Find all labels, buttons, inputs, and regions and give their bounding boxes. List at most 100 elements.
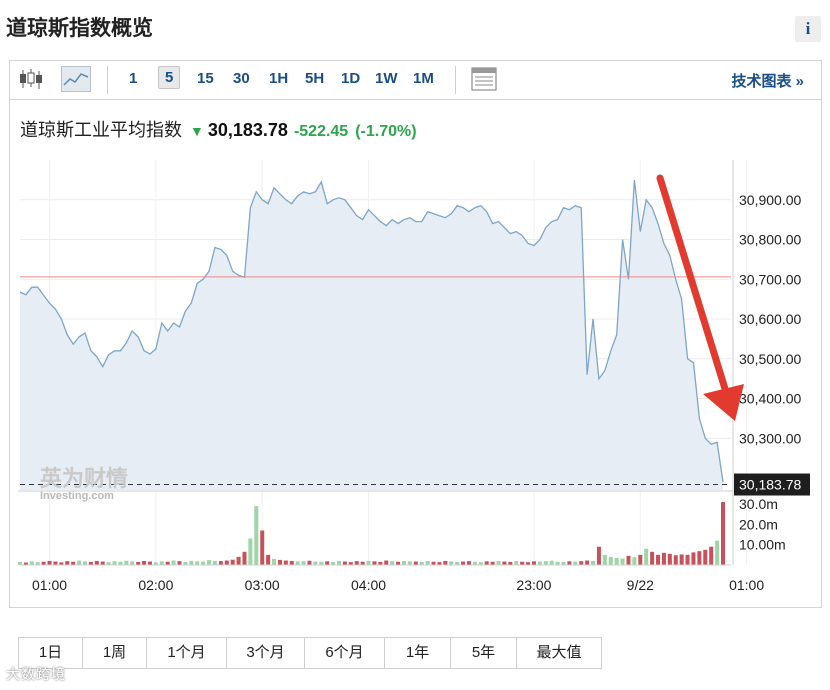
volume-bar	[407, 561, 412, 565]
volume-bar	[230, 559, 235, 565]
volume-bar	[650, 551, 655, 565]
volume-bar	[94, 560, 99, 565]
volume-bar	[183, 561, 188, 565]
x-tick-label: 04:00	[351, 577, 386, 593]
volume-bar	[71, 561, 76, 565]
volume-bar	[431, 561, 436, 565]
volume-bar	[266, 554, 271, 565]
range-button[interactable]: 1个月	[147, 638, 227, 668]
volume-bar	[77, 560, 82, 565]
volume-bar	[207, 560, 212, 565]
volume-bar	[561, 561, 566, 565]
volume-bar	[201, 561, 206, 565]
volume-bar	[614, 557, 619, 565]
volume-bar	[118, 561, 123, 565]
volume-bar	[65, 561, 70, 565]
interval-15[interactable]: 15	[197, 70, 214, 87]
y-tick-label: 30,300.00	[739, 430, 801, 446]
interval-5h[interactable]: 5H	[305, 70, 325, 87]
chart-toolbar: 1 5 15 30 1H 5H 1D 1W 1M 技术图表 »	[9, 60, 822, 100]
volume-bar	[348, 562, 353, 565]
price-change-pct: (-1.70%)	[355, 123, 417, 140]
range-button[interactable]: 1周	[83, 638, 147, 668]
volume-bar	[715, 540, 720, 565]
volume-bar	[443, 560, 448, 565]
volume-bar	[608, 556, 613, 565]
volume-bar	[319, 561, 324, 565]
volume-bar	[112, 561, 117, 565]
volume-bar	[272, 558, 277, 565]
volume-tick-label: 10.00m	[739, 537, 786, 553]
interval-1[interactable]: 1	[129, 70, 138, 87]
volume-bar	[218, 561, 223, 565]
volume-bar	[466, 561, 471, 565]
range-button[interactable]: 1年	[385, 638, 451, 668]
volume-bar	[449, 561, 454, 565]
volume-bar	[496, 560, 501, 565]
last-price-tag-label: 30,183.78	[739, 477, 801, 493]
range-button[interactable]: 5年	[451, 638, 517, 668]
volume-bar	[254, 506, 259, 565]
range-button[interactable]: 6个月	[305, 638, 385, 668]
volume-bar	[461, 561, 466, 565]
volume-bar	[236, 556, 241, 565]
volume-bar	[419, 561, 424, 565]
volume-bar	[396, 561, 401, 565]
x-tick-label: 23:00	[516, 577, 551, 593]
range-button[interactable]: 最大值	[536, 644, 582, 661]
volume-bar	[543, 561, 548, 565]
volume-bar	[484, 561, 489, 565]
volume-bar	[124, 560, 129, 565]
price-chart[interactable]: 30,900.00 30,800.00 30,700.00 30,600.00 30,5…	[0, 0, 830, 610]
volume-bar	[478, 562, 483, 565]
y-tick-label: 30,800.00	[739, 232, 801, 248]
interval-1m[interactable]: 1M	[413, 70, 434, 87]
volume-bar	[177, 561, 182, 565]
volume-bar	[685, 554, 690, 565]
x-tick-label: 01:00	[32, 577, 67, 593]
volume-bar	[691, 552, 696, 565]
volume-tick-label: 30.0m	[739, 496, 778, 512]
tech-chart-link[interactable]: 技术图表 »	[731, 73, 804, 90]
volume-bar	[644, 548, 649, 565]
volume-bar	[472, 561, 477, 565]
info-icon[interactable]: i	[795, 16, 821, 42]
volume-bar	[579, 561, 584, 565]
y-tick-label: 30,900.00	[739, 192, 801, 208]
interval-1w[interactable]: 1W	[375, 70, 398, 87]
volume-bar	[29, 561, 34, 565]
volume-bar	[147, 561, 152, 565]
volume-bar	[703, 549, 708, 565]
volume-bar	[709, 546, 714, 565]
interval-1h[interactable]: 1H	[269, 70, 289, 87]
volume-bar	[106, 562, 111, 565]
interval-1d[interactable]: 1D	[341, 70, 361, 87]
volume-bar	[697, 551, 702, 565]
volume-bar	[283, 560, 288, 565]
volume-bar	[23, 562, 28, 565]
area-chart-icon[interactable]	[61, 66, 91, 92]
volume-bar	[514, 561, 519, 565]
range-button[interactable]: 1日	[19, 638, 83, 668]
volume-bar	[337, 560, 342, 565]
volume-bar	[573, 561, 578, 565]
interval-5[interactable]: 5	[158, 66, 181, 89]
volume-bar	[567, 561, 572, 565]
volume-bar	[549, 560, 554, 565]
volume-bar	[591, 560, 596, 565]
volume-bar	[673, 555, 678, 565]
volume-bar	[260, 530, 265, 565]
range-selector: 1日 1周 1个月 3个月 6个月 1年 5年 最大值	[18, 637, 602, 669]
volume-bar	[100, 561, 105, 565]
investing-watermark: 英为财情 Investing.com	[40, 466, 128, 502]
range-button[interactable]: 3个月	[227, 638, 305, 668]
interval-30[interactable]: 30	[233, 70, 250, 87]
candlestick-icon[interactable]	[17, 66, 45, 92]
volume-bar	[366, 560, 371, 565]
chart-frame	[9, 60, 822, 608]
volume-bar	[555, 561, 560, 565]
quote-line: 道琼斯工业平均指数 ▼ 30,183.78 -522.45 (-1.70%)	[20, 116, 417, 142]
watermark-cn: 英为财情	[40, 466, 128, 491]
volume-bar	[277, 559, 282, 565]
layout-table-icon[interactable]	[471, 66, 497, 92]
